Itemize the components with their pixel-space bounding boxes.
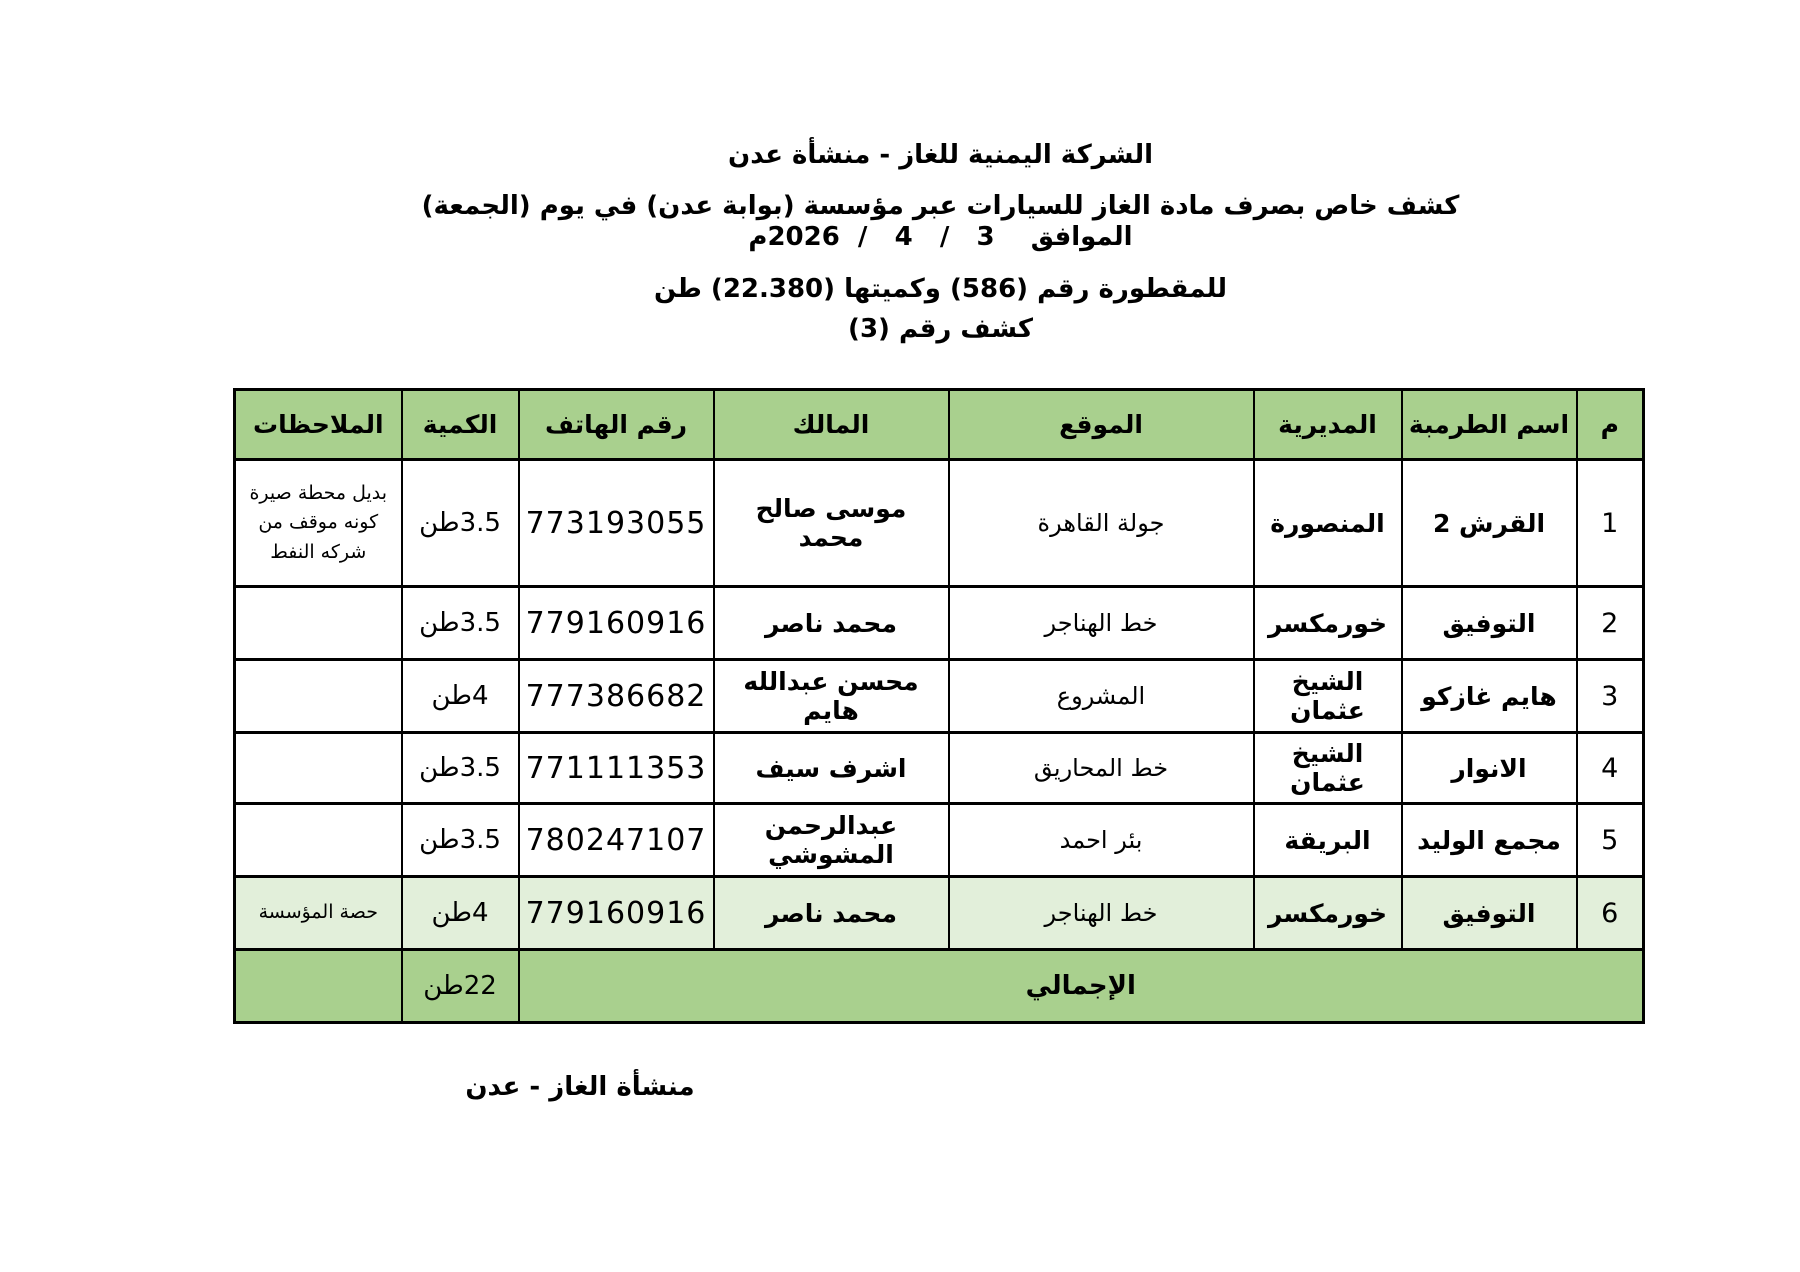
cell-location: المشروع bbox=[947, 658, 1255, 734]
cell-quantity: 4طن bbox=[400, 658, 520, 734]
cell-location: خط المحاريق bbox=[947, 731, 1255, 805]
table-row: 1 القرش 2 المنصورة جولة القاهرة موسى صال… bbox=[233, 458, 1645, 588]
cell-pump-name: القرش 2 bbox=[1400, 458, 1578, 588]
document-header: الشركة اليمنية للغاز - منشأة عدن كشف خاص… bbox=[236, 140, 1645, 345]
cell-owner: عبدالرحمن المشوشي bbox=[712, 802, 950, 878]
cell-location: خط الهناجر bbox=[947, 875, 1255, 951]
statement-subtitle-date: كشف خاص بصرف مادة الغاز للسيارات عبر مؤس… bbox=[421, 191, 1460, 253]
cell-phone: 773193055 bbox=[517, 458, 715, 588]
cell-location: بئر احمد bbox=[947, 802, 1255, 878]
cell-notes bbox=[233, 658, 403, 734]
header-serial: م bbox=[1575, 388, 1645, 461]
cell-owner: موسى صالح محمد bbox=[712, 458, 950, 588]
cell-serial: 3 bbox=[1575, 658, 1645, 734]
cell-notes bbox=[233, 731, 403, 805]
cell-serial: 2 bbox=[1575, 585, 1645, 661]
header-phone: رقم الهاتف bbox=[517, 388, 715, 461]
cell-notes: حصة المؤسسة bbox=[233, 875, 403, 951]
cell-quantity: 3.5طن bbox=[400, 802, 520, 878]
company-title: الشركة اليمنية للغاز - منشأة عدن bbox=[728, 140, 1153, 170]
cell-phone: 771111353 bbox=[517, 731, 715, 805]
cell-location: جولة القاهرة bbox=[947, 458, 1255, 588]
cell-owner: محمد ناصر bbox=[712, 585, 950, 661]
cell-serial: 4 bbox=[1575, 731, 1645, 805]
header-location: الموقع bbox=[947, 388, 1255, 461]
gas-dispatch-table: م اسم الطرمبة المديرية الموقع المالك رقم… bbox=[233, 388, 1645, 1024]
cell-pump-name: التوفيق bbox=[1400, 585, 1578, 661]
cell-pump-name: هايم غازكو bbox=[1400, 658, 1578, 734]
cell-phone: 780247107 bbox=[517, 802, 715, 878]
cell-phone: 779160916 bbox=[517, 875, 715, 951]
cell-owner: اشرف سيف bbox=[712, 731, 950, 805]
cell-district: المنصورة bbox=[1252, 458, 1403, 588]
cell-quantity: 4طن bbox=[400, 875, 520, 951]
statement-number: كشف رقم (3) bbox=[848, 313, 1033, 344]
cell-location: خط الهناجر bbox=[947, 585, 1255, 661]
cell-serial: 6 bbox=[1575, 875, 1645, 951]
cell-serial: 5 bbox=[1575, 802, 1645, 878]
cell-district: خورمكسر bbox=[1252, 585, 1403, 661]
header-notes: الملاحظات bbox=[233, 388, 403, 461]
cell-owner: محمد ناصر bbox=[712, 875, 950, 951]
facility-signature: منشأة الغاز - عدن bbox=[465, 1072, 695, 1102]
cell-district: الشيخ عثمان bbox=[1252, 731, 1403, 805]
total-quantity: 22طن bbox=[400, 948, 520, 1024]
cell-district: البريقة bbox=[1252, 802, 1403, 878]
cell-district: الشيخ عثمان bbox=[1252, 658, 1403, 734]
total-label: الإجمالي bbox=[517, 948, 1645, 1024]
cell-notes bbox=[233, 802, 403, 878]
table-row: 4 الانوار الشيخ عثمان خط المحاريق اشرف س… bbox=[233, 731, 1645, 805]
cell-phone: 777386682 bbox=[517, 658, 715, 734]
cell-district: خورمكسر bbox=[1252, 875, 1403, 951]
cell-quantity: 3.5طن bbox=[400, 585, 520, 661]
table-row: 5 مجمع الوليد البريقة بئر احمد عبدالرحمن… bbox=[233, 802, 1645, 878]
header-district: المديرية bbox=[1252, 388, 1403, 461]
table-row-highlighted: 6 التوفيق خورمكسر خط الهناجر محمد ناصر 7… bbox=[233, 875, 1645, 951]
cell-pump-name: مجمع الوليد bbox=[1400, 802, 1578, 878]
cell-notes: بديل محطة صيرة كونه موقف من شركه النفط bbox=[233, 458, 403, 588]
header-pump-name: اسم الطرمبة bbox=[1400, 388, 1578, 461]
table-header-row: م اسم الطرمبة المديرية الموقع المالك رقم… bbox=[233, 388, 1645, 461]
cell-notes bbox=[233, 585, 403, 661]
table-total-row: الإجمالي 22طن bbox=[233, 948, 1645, 1024]
cell-quantity: 3.5طن bbox=[400, 458, 520, 588]
cell-quantity: 3.5طن bbox=[400, 731, 520, 805]
cell-owner: محسن عبدالله هايم bbox=[712, 658, 950, 734]
cell-phone: 779160916 bbox=[517, 585, 715, 661]
cell-pump-name: الانوار bbox=[1400, 731, 1578, 805]
header-owner: المالك bbox=[712, 388, 950, 461]
trailer-number-quantity: للمقطورة رقم (586) وكميتها (22.380) طن bbox=[653, 273, 1228, 304]
total-notes bbox=[233, 948, 403, 1024]
cell-serial: 1 bbox=[1575, 458, 1645, 588]
table-row: 3 هايم غازكو الشيخ عثمان المشروع محسن عب… bbox=[233, 658, 1645, 734]
table-row: 2 التوفيق خورمكسر خط الهناجر محمد ناصر 7… bbox=[233, 585, 1645, 661]
cell-pump-name: التوفيق bbox=[1400, 875, 1578, 951]
header-quantity: الكمية bbox=[400, 388, 520, 461]
